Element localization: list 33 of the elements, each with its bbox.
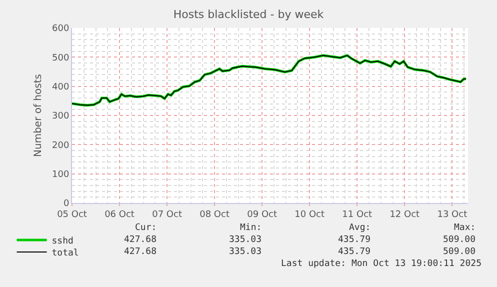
text: 335.03	[229, 247, 262, 257]
x-tick-label: 10 Oct	[294, 210, 326, 220]
y-axis-title: Number of hosts	[33, 74, 44, 157]
x-tick-label: 11 Oct	[342, 210, 373, 220]
text: 427.68	[124, 247, 157, 257]
text: Avg:	[349, 223, 371, 233]
text: 335.03	[229, 235, 262, 245]
y-tick-label: 200	[52, 140, 70, 151]
legend-label: sshd	[52, 236, 74, 247]
x-tick-label: 07 Oct	[152, 210, 182, 220]
text: 509.00	[443, 247, 476, 257]
x-tick-label: 05 Oct	[57, 210, 88, 220]
text: Min:	[240, 223, 262, 233]
text: 427.68	[124, 235, 157, 245]
text: 509.00	[443, 235, 476, 245]
x-tick-label: 06 Oct	[104, 210, 135, 220]
text: 435.79	[338, 247, 371, 257]
text: Max:	[454, 223, 476, 233]
text: Last update: Mon Oct 13 19:00:11 2025	[281, 259, 482, 269]
chart-title: Hosts blacklisted - by week	[173, 8, 324, 21]
x-tick-label: 13 Oct	[437, 210, 468, 220]
text: 435.79	[338, 235, 371, 245]
y-tick-label: 500	[52, 53, 70, 64]
y-tick-label: 100	[52, 170, 70, 180]
y-tick-label: 600	[52, 24, 70, 34]
y-tick-label: 0	[63, 199, 70, 210]
x-tick-label: 08 Oct	[200, 210, 230, 220]
y-tick-label: 400	[52, 82, 70, 92]
x-tick-label: 12 Oct	[390, 210, 420, 220]
y-tick-label: 300	[52, 112, 70, 122]
legend-label: total	[52, 248, 79, 259]
text: Cur:	[135, 223, 157, 233]
x-tick-label: 09 Oct	[247, 210, 278, 220]
